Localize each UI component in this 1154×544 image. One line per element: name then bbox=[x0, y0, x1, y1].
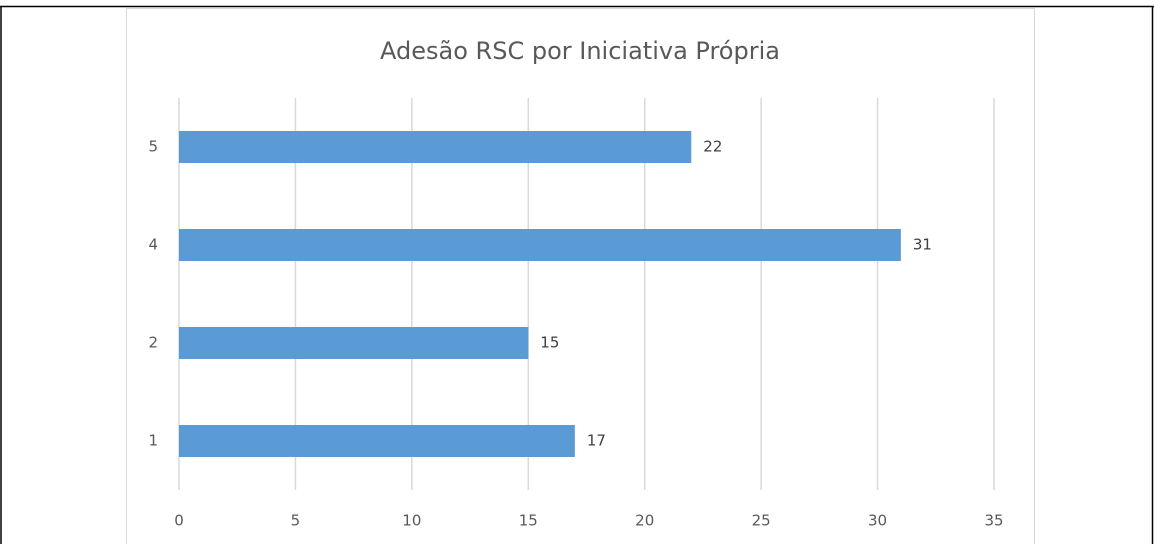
x-tick-label: 35 bbox=[984, 512, 1003, 530]
bar bbox=[179, 327, 529, 359]
y-tick-label: 5 bbox=[148, 138, 158, 156]
bar bbox=[179, 229, 901, 261]
bar bbox=[179, 131, 692, 163]
data-label: 17 bbox=[587, 432, 606, 450]
data-label: 31 bbox=[913, 236, 932, 254]
x-tick-label: 0 bbox=[174, 512, 184, 530]
data-label: 22 bbox=[703, 138, 722, 156]
x-tick-label: 20 bbox=[635, 512, 654, 530]
bar bbox=[179, 425, 575, 457]
chart: Adesão RSC por Iniciativa Própria 0 5 10 15… bbox=[148, 37, 1003, 530]
x-tick-label: 30 bbox=[868, 512, 887, 530]
x-tick-label: 25 bbox=[752, 512, 771, 530]
y-tick-label: 2 bbox=[148, 334, 158, 352]
x-tick-label: 10 bbox=[402, 512, 421, 530]
x-tick-label: 15 bbox=[519, 512, 538, 530]
chart-title: Adesão RSC por Iniciativa Própria bbox=[380, 37, 780, 65]
y-tick-label: 4 bbox=[148, 236, 158, 254]
chart-area bbox=[126, 8, 1035, 544]
data-label: 15 bbox=[540, 334, 559, 352]
x-tick-label: 5 bbox=[291, 512, 301, 530]
y-tick-label: 1 bbox=[148, 432, 158, 450]
